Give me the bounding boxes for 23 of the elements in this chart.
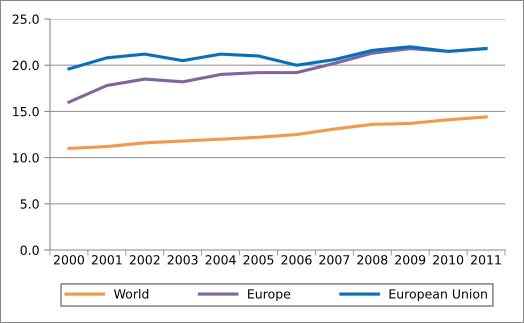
y-tick-label: 25.0	[12, 14, 39, 24]
y-tick-label: 10.0	[13, 153, 39, 163]
y-tick-label: 15.0	[13, 106, 39, 116]
y-tick-label: 0.0	[20, 245, 39, 255]
x-tick-label: 2004	[206, 255, 236, 265]
legend-label: European Union	[390, 288, 487, 302]
y-tick-label: 5.0	[20, 199, 39, 209]
line-series	[67, 115, 488, 150]
x-tick-label: 2008	[357, 255, 388, 265]
x-tick-label: 2003	[168, 255, 198, 265]
x-tick-label: 2009	[395, 255, 426, 265]
x-tick-label: 2000	[54, 255, 84, 265]
x-tick-label: 2007	[319, 255, 350, 265]
x-tick-label: 2006	[281, 255, 312, 265]
x-tick-label: 2001	[92, 255, 122, 265]
line-series	[67, 45, 488, 70]
y-tick-label: 20.0	[12, 60, 39, 70]
legend-label: Europe	[248, 289, 290, 302]
x-tick-label: 2002	[130, 255, 160, 265]
x-tick-label: 2011	[471, 255, 501, 265]
x-tick-label: 2010	[433, 255, 464, 265]
legend-label: World	[114, 288, 148, 299]
x-tick-label: 2005	[244, 255, 274, 265]
